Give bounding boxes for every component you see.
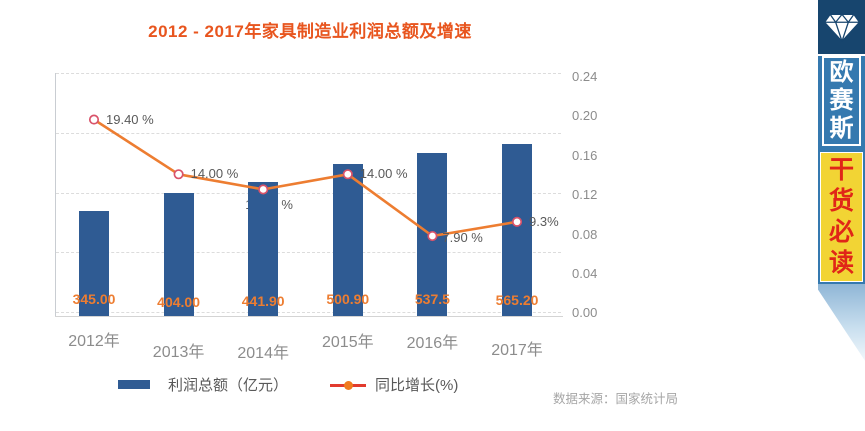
brand-char: 欧 <box>829 59 854 86</box>
x-axis-label: 2014年 <box>237 345 289 362</box>
right-axis-tick: 0.20 <box>572 108 598 123</box>
brand-name: 欧 赛 斯 <box>822 56 861 146</box>
brand-name-block: 欧 赛 斯 <box>818 56 865 152</box>
brand-char: 斯 <box>829 115 854 142</box>
right-axis-tick: 0.04 <box>572 266 598 281</box>
x-axis-label: 2012年 <box>68 333 120 350</box>
bar-2012年 <box>79 211 109 316</box>
legend-line-swatch <box>330 380 367 390</box>
gridline <box>56 252 561 253</box>
ribbon-tail <box>818 284 865 361</box>
bar-value-label: 537.5 <box>414 291 450 307</box>
chart-title: 2012 - 2017年家具制造业利润总额及增速 <box>148 22 472 41</box>
line-marker-icon <box>511 216 523 227</box>
legend-line-label: 同比增长(%) <box>375 377 459 394</box>
right-axis-tick: 0.00 <box>572 305 598 320</box>
bar-2013年 <box>163 193 194 316</box>
right-axis-tick: 0.12 <box>572 187 598 202</box>
growth-point-label: 19.40 % <box>106 111 154 127</box>
banner-tagline-block: 干 货 必 读 <box>818 152 865 284</box>
x-axis-label: 2016年 <box>406 335 459 352</box>
line-marker-icon <box>258 184 269 195</box>
line-marker-icon <box>173 169 184 180</box>
bar-2017年 <box>502 144 532 316</box>
bar-value-label: 404.00 <box>157 294 201 310</box>
gridline <box>56 193 561 194</box>
bar-2014年 <box>248 181 279 316</box>
x-axis-label: 2013年 <box>152 344 205 361</box>
diamond-icon <box>823 13 860 43</box>
banner-icon-block <box>818 0 865 54</box>
bar-value-label: 500.90 <box>326 291 370 307</box>
right-axis-tick: 0.08 <box>572 227 598 242</box>
gridline <box>56 133 561 134</box>
bar-value-label: 565.20 <box>495 292 539 308</box>
right-axis-tick: 0.24 <box>572 69 598 84</box>
x-axis-label: 2017年 <box>491 342 543 359</box>
bar-value-label: 345.00 <box>72 291 116 307</box>
brand-ribbon: 欧 赛 斯 干 货 必 读 <box>818 0 865 362</box>
legend-bar-swatch <box>118 380 150 389</box>
right-axis-tick: 0.16 <box>572 148 598 163</box>
line-marker-icon <box>427 230 438 242</box>
legend: 利润总额（亿元） 同比增长(%) <box>118 374 458 395</box>
bar-2015年 <box>332 163 363 316</box>
tagline-char: 干 <box>828 157 854 184</box>
tagline-char: 读 <box>828 250 854 277</box>
growth-point-label: 9.3% <box>529 213 559 229</box>
line-marker-icon <box>88 114 100 125</box>
growth-point-label: 7.90 % <box>442 230 483 245</box>
line-marker-icon <box>342 169 353 180</box>
x-axis-label: 2015年 <box>321 334 374 351</box>
banner-tagline: 干 货 必 读 <box>820 152 863 282</box>
growth-line <box>88 114 523 242</box>
gridline <box>56 312 561 313</box>
legend-bar-label: 利润总额（亿元） <box>168 377 289 394</box>
gridline <box>56 73 561 74</box>
tagline-char: 必 <box>828 219 854 246</box>
legend-dot-icon <box>344 380 354 390</box>
tagline-char: 货 <box>828 188 854 215</box>
x-axis-line <box>55 316 563 317</box>
plot-area: 345.00 404.00 441.90 500.90 537.5 565.20 19.40… <box>55 73 561 362</box>
data-source-note: 数据来源：国家统计局 <box>553 392 679 406</box>
bar-value-label: 441.90 <box>241 293 285 309</box>
growth-point-label: 14.00 % <box>359 166 408 182</box>
brand-char: 赛 <box>829 87 854 114</box>
growth-point-label: 14.00 % <box>190 166 239 182</box>
